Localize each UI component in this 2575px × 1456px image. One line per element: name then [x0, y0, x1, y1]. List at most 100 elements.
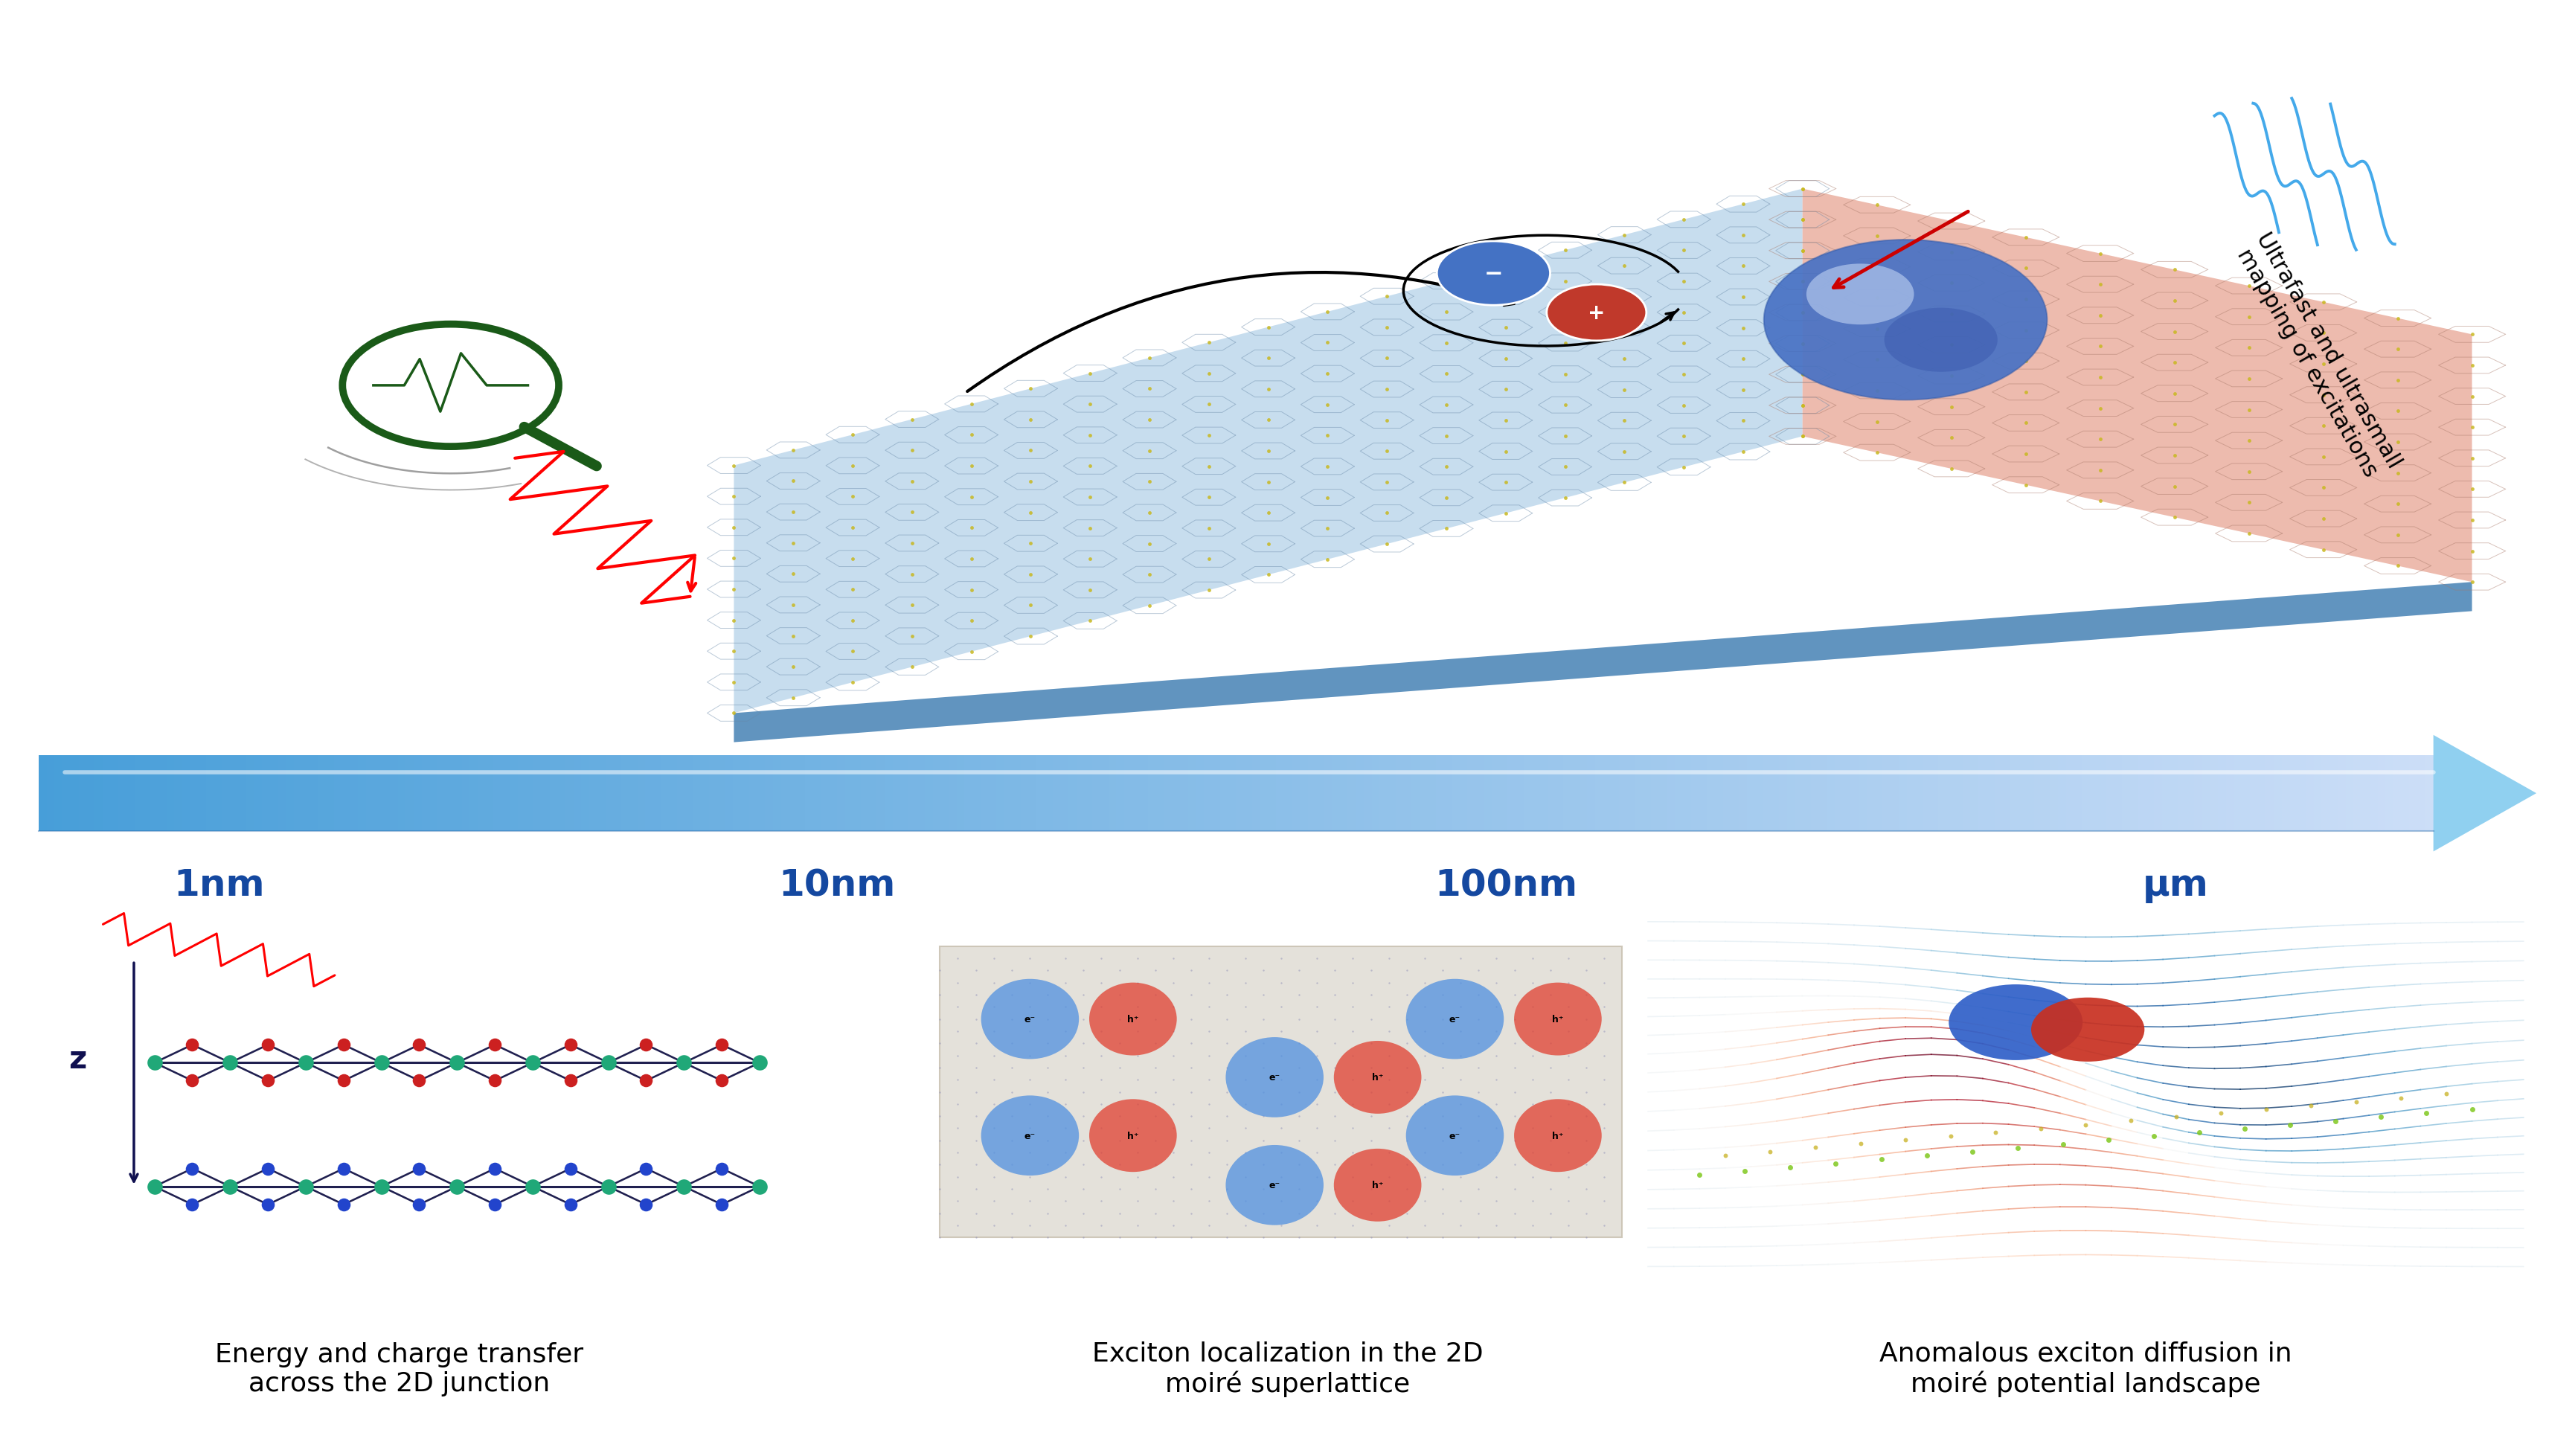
Bar — [821, 756, 832, 831]
Point — [2006, 412, 2047, 435]
Circle shape — [1949, 984, 2083, 1060]
Point — [626, 1192, 667, 1216]
Point — [1584, 1190, 1625, 1213]
Point — [2153, 351, 2194, 374]
Point — [1045, 1044, 1087, 1067]
Point — [1545, 239, 1586, 262]
Bar — [175, 756, 185, 831]
Point — [1604, 224, 1645, 248]
Bar — [1692, 756, 1702, 831]
Point — [1081, 1069, 1123, 1092]
Point — [919, 1128, 960, 1152]
Point — [2153, 383, 2194, 406]
Point — [1118, 1142, 1159, 1165]
Bar — [1674, 756, 1687, 831]
Point — [2292, 1093, 2333, 1117]
Bar — [461, 756, 471, 831]
Point — [1244, 1128, 1285, 1152]
Point — [1367, 1092, 1409, 1115]
Point — [1782, 239, 1823, 262]
Point — [1226, 1019, 1267, 1042]
Point — [1548, 1165, 1589, 1188]
Bar — [1859, 756, 1869, 831]
Point — [1512, 946, 1553, 970]
Point — [832, 671, 873, 695]
Point — [1349, 983, 1390, 1006]
Bar — [574, 756, 585, 831]
Point — [919, 1178, 960, 1201]
Bar — [1491, 756, 1501, 831]
Point — [1045, 1069, 1087, 1092]
Point — [1385, 1008, 1427, 1031]
Point — [551, 1034, 592, 1057]
Point — [832, 641, 873, 664]
Point — [1385, 1056, 1427, 1079]
Point — [1548, 1044, 1589, 1067]
Point — [1439, 1117, 1481, 1140]
Point — [1931, 457, 1972, 480]
Point — [1277, 1008, 1318, 1031]
Point — [1604, 255, 1645, 278]
Point — [1857, 411, 1898, 434]
Bar — [646, 756, 657, 831]
Point — [1069, 363, 1110, 386]
Bar — [605, 756, 615, 831]
Point — [2042, 1133, 2083, 1156]
Point — [1367, 533, 1409, 556]
Bar — [1084, 756, 1094, 831]
Point — [1421, 1032, 1463, 1056]
Point — [1782, 332, 1823, 355]
Point — [2405, 1102, 2446, 1125]
Point — [1187, 424, 1228, 447]
Point — [1308, 517, 1349, 540]
Point — [2006, 226, 2047, 249]
Bar — [366, 756, 376, 831]
Bar — [198, 756, 209, 831]
Bar — [294, 756, 304, 831]
Point — [973, 971, 1015, 994]
Bar — [533, 756, 543, 831]
Point — [1975, 1121, 2016, 1144]
Point — [1331, 1117, 1372, 1140]
Bar — [1187, 756, 1200, 831]
Bar — [309, 756, 319, 831]
Bar — [876, 756, 888, 831]
Bar — [1499, 756, 1509, 831]
Ellipse shape — [1514, 1099, 1602, 1172]
Point — [626, 1069, 667, 1092]
Point — [1246, 501, 1288, 526]
Bar — [1586, 756, 1596, 831]
Point — [1027, 1226, 1069, 1249]
Point — [1069, 517, 1110, 540]
Point — [1081, 1117, 1123, 1140]
Point — [1226, 1214, 1267, 1238]
Point — [1308, 547, 1349, 571]
Point — [247, 1069, 288, 1092]
Point — [2227, 523, 2269, 546]
Bar — [237, 756, 250, 831]
Bar — [1316, 756, 1326, 831]
Point — [1295, 996, 1336, 1019]
Bar — [1244, 756, 1254, 831]
Point — [1172, 1128, 1213, 1152]
Point — [1331, 1044, 1372, 1067]
Text: −: − — [1483, 264, 1504, 284]
Point — [438, 1051, 479, 1075]
Bar — [1027, 756, 1040, 831]
Bar — [2251, 756, 2261, 831]
Point — [973, 1190, 1015, 1213]
Bar — [765, 756, 775, 831]
Point — [1421, 1153, 1463, 1176]
Bar — [1905, 756, 1916, 831]
Point — [1782, 208, 1823, 232]
Polygon shape — [734, 189, 1802, 713]
Bar — [397, 756, 409, 831]
Point — [1295, 1069, 1336, 1092]
Point — [2153, 290, 2194, 313]
Point — [322, 1069, 363, 1092]
Bar — [206, 756, 216, 831]
Bar — [940, 946, 1622, 1238]
Point — [1548, 1214, 1589, 1238]
Point — [1795, 1136, 1836, 1159]
Point — [1069, 393, 1110, 416]
